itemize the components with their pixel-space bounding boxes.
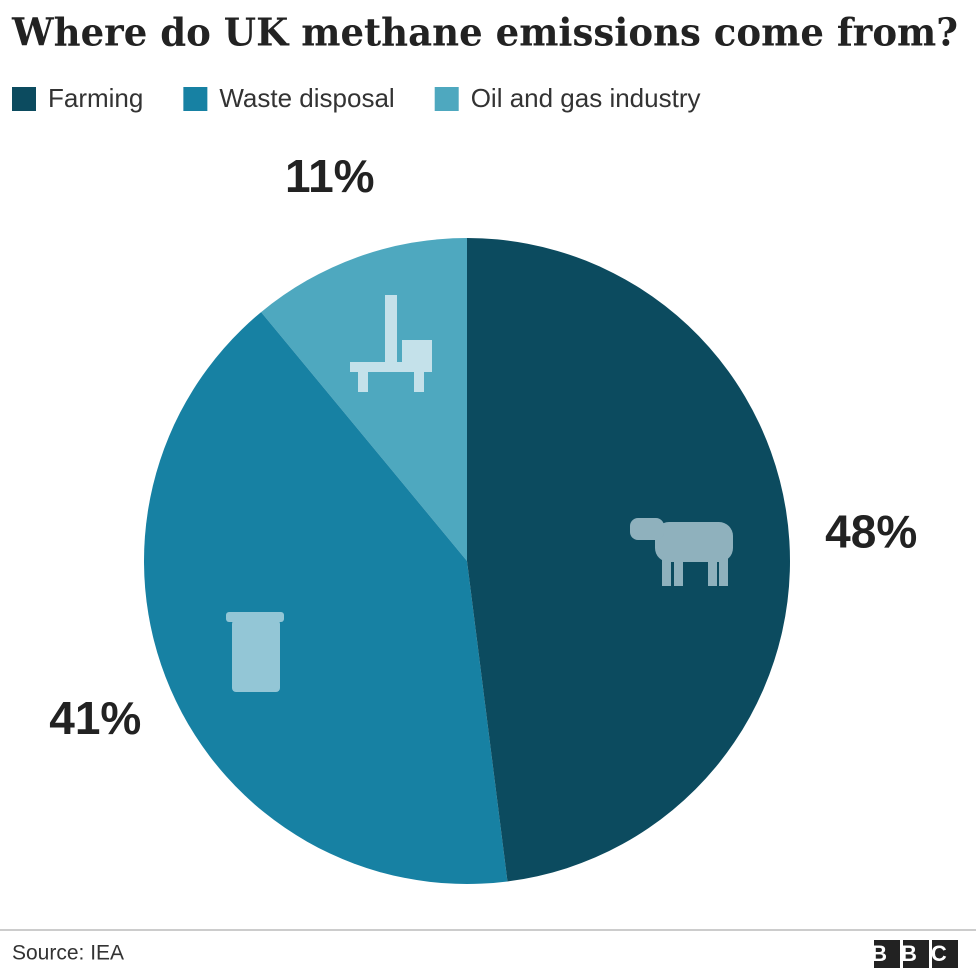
legend-swatch bbox=[183, 87, 208, 111]
chart-title: Where do UK methane emissions come from? bbox=[11, 10, 958, 55]
legend-swatch bbox=[434, 87, 459, 111]
source: Source: IEA bbox=[12, 942, 124, 965]
pie bbox=[144, 238, 790, 884]
pie-slice bbox=[144, 312, 508, 884]
pie-slice bbox=[261, 238, 467, 561]
legend-label: Oil and gas industry bbox=[471, 83, 701, 113]
cow-icon bbox=[630, 518, 733, 586]
pie-slice bbox=[467, 238, 790, 882]
brand: BBC bbox=[871, 941, 961, 966]
icons bbox=[226, 295, 733, 692]
bin-icon bbox=[232, 620, 280, 692]
brand-logo: BBC bbox=[871, 940, 961, 968]
legend-label: Farming bbox=[48, 83, 143, 113]
value-label: 48% bbox=[825, 506, 917, 558]
legend-label: Waste disposal bbox=[219, 83, 394, 113]
value-label: 41% bbox=[49, 692, 141, 744]
bin-lid bbox=[226, 612, 284, 622]
value-label: 11% bbox=[285, 150, 375, 202]
legend-swatch bbox=[12, 87, 36, 111]
legend: Farming Waste disposal Oil and gas industr… bbox=[12, 83, 701, 113]
rig-icon bbox=[350, 295, 432, 392]
